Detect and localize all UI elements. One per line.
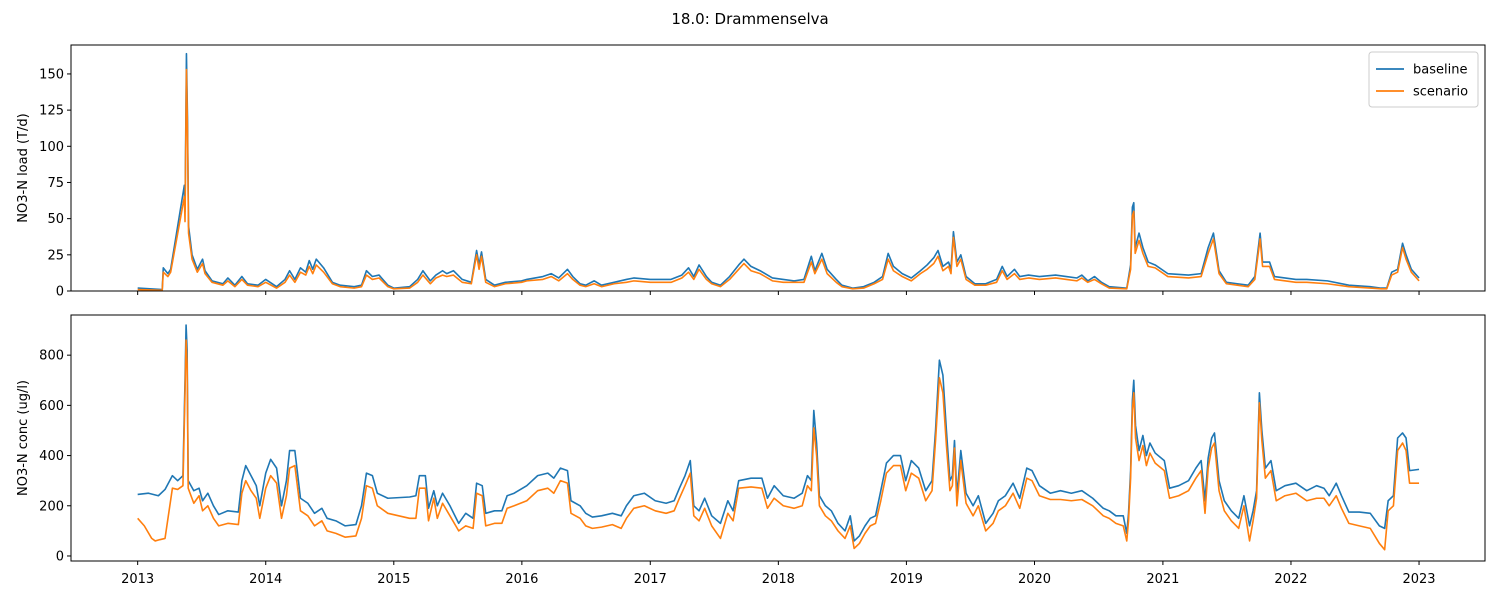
y-tick-label: 125: [39, 104, 64, 119]
x-tick-label: 2013: [121, 572, 154, 587]
x-tick-label: 2020: [1018, 572, 1051, 587]
series-group: [137, 324, 1420, 551]
y-tick-label: 150: [39, 67, 64, 82]
y-tick-label: 100: [39, 140, 64, 155]
x-tick-label: 2015: [377, 572, 410, 587]
y-axis-label: NO3-N load (T/d): [16, 113, 31, 222]
y-axis-label: NO3-N conc (ug/l): [16, 380, 31, 496]
load-panel: 0 25 50 75 100 125 150 NO3-N load (T/d) baseline…: [16, 44, 1486, 300]
x-tick-label: 2018: [762, 572, 795, 587]
legend-label-baseline: baseline: [1413, 63, 1467, 78]
series-line-scenario: [137, 339, 1420, 551]
y-tick-label: 0: [56, 549, 64, 564]
figure-title: 18.0: Drammenselva: [671, 10, 828, 28]
x-tick-label: 2021: [1146, 572, 1179, 587]
y-tick-label: 50: [47, 212, 64, 227]
legend-box: [1368, 51, 1479, 108]
x-tick-label: 2014: [249, 572, 282, 587]
y-tick-label: 75: [47, 176, 64, 191]
y-tick-label: 0: [56, 285, 64, 300]
y-tick-label: 400: [39, 449, 64, 464]
legend: baseline scenario: [1368, 51, 1479, 108]
series-line-scenario: [137, 68, 1420, 291]
series-line-baseline: [137, 52, 1420, 291]
x-tick-label: 2022: [1274, 572, 1307, 587]
x-tick-label: 2017: [634, 572, 667, 587]
series-group: [137, 52, 1420, 291]
x-tick-label: 2023: [1402, 572, 1435, 587]
y-tick-label: 200: [39, 499, 64, 514]
x-tick-label: 2016: [505, 572, 538, 587]
y-tick-label: 25: [47, 248, 64, 263]
y-tick-label: 800: [39, 349, 64, 364]
legend-label-scenario: scenario: [1413, 85, 1468, 100]
concentration-panel: 0 200 400 600 800 2013 2014 2015 2016 2017 2018 201…: [16, 314, 1486, 587]
x-tick-label: 2019: [890, 572, 923, 587]
y-tick-label: 600: [39, 399, 64, 414]
